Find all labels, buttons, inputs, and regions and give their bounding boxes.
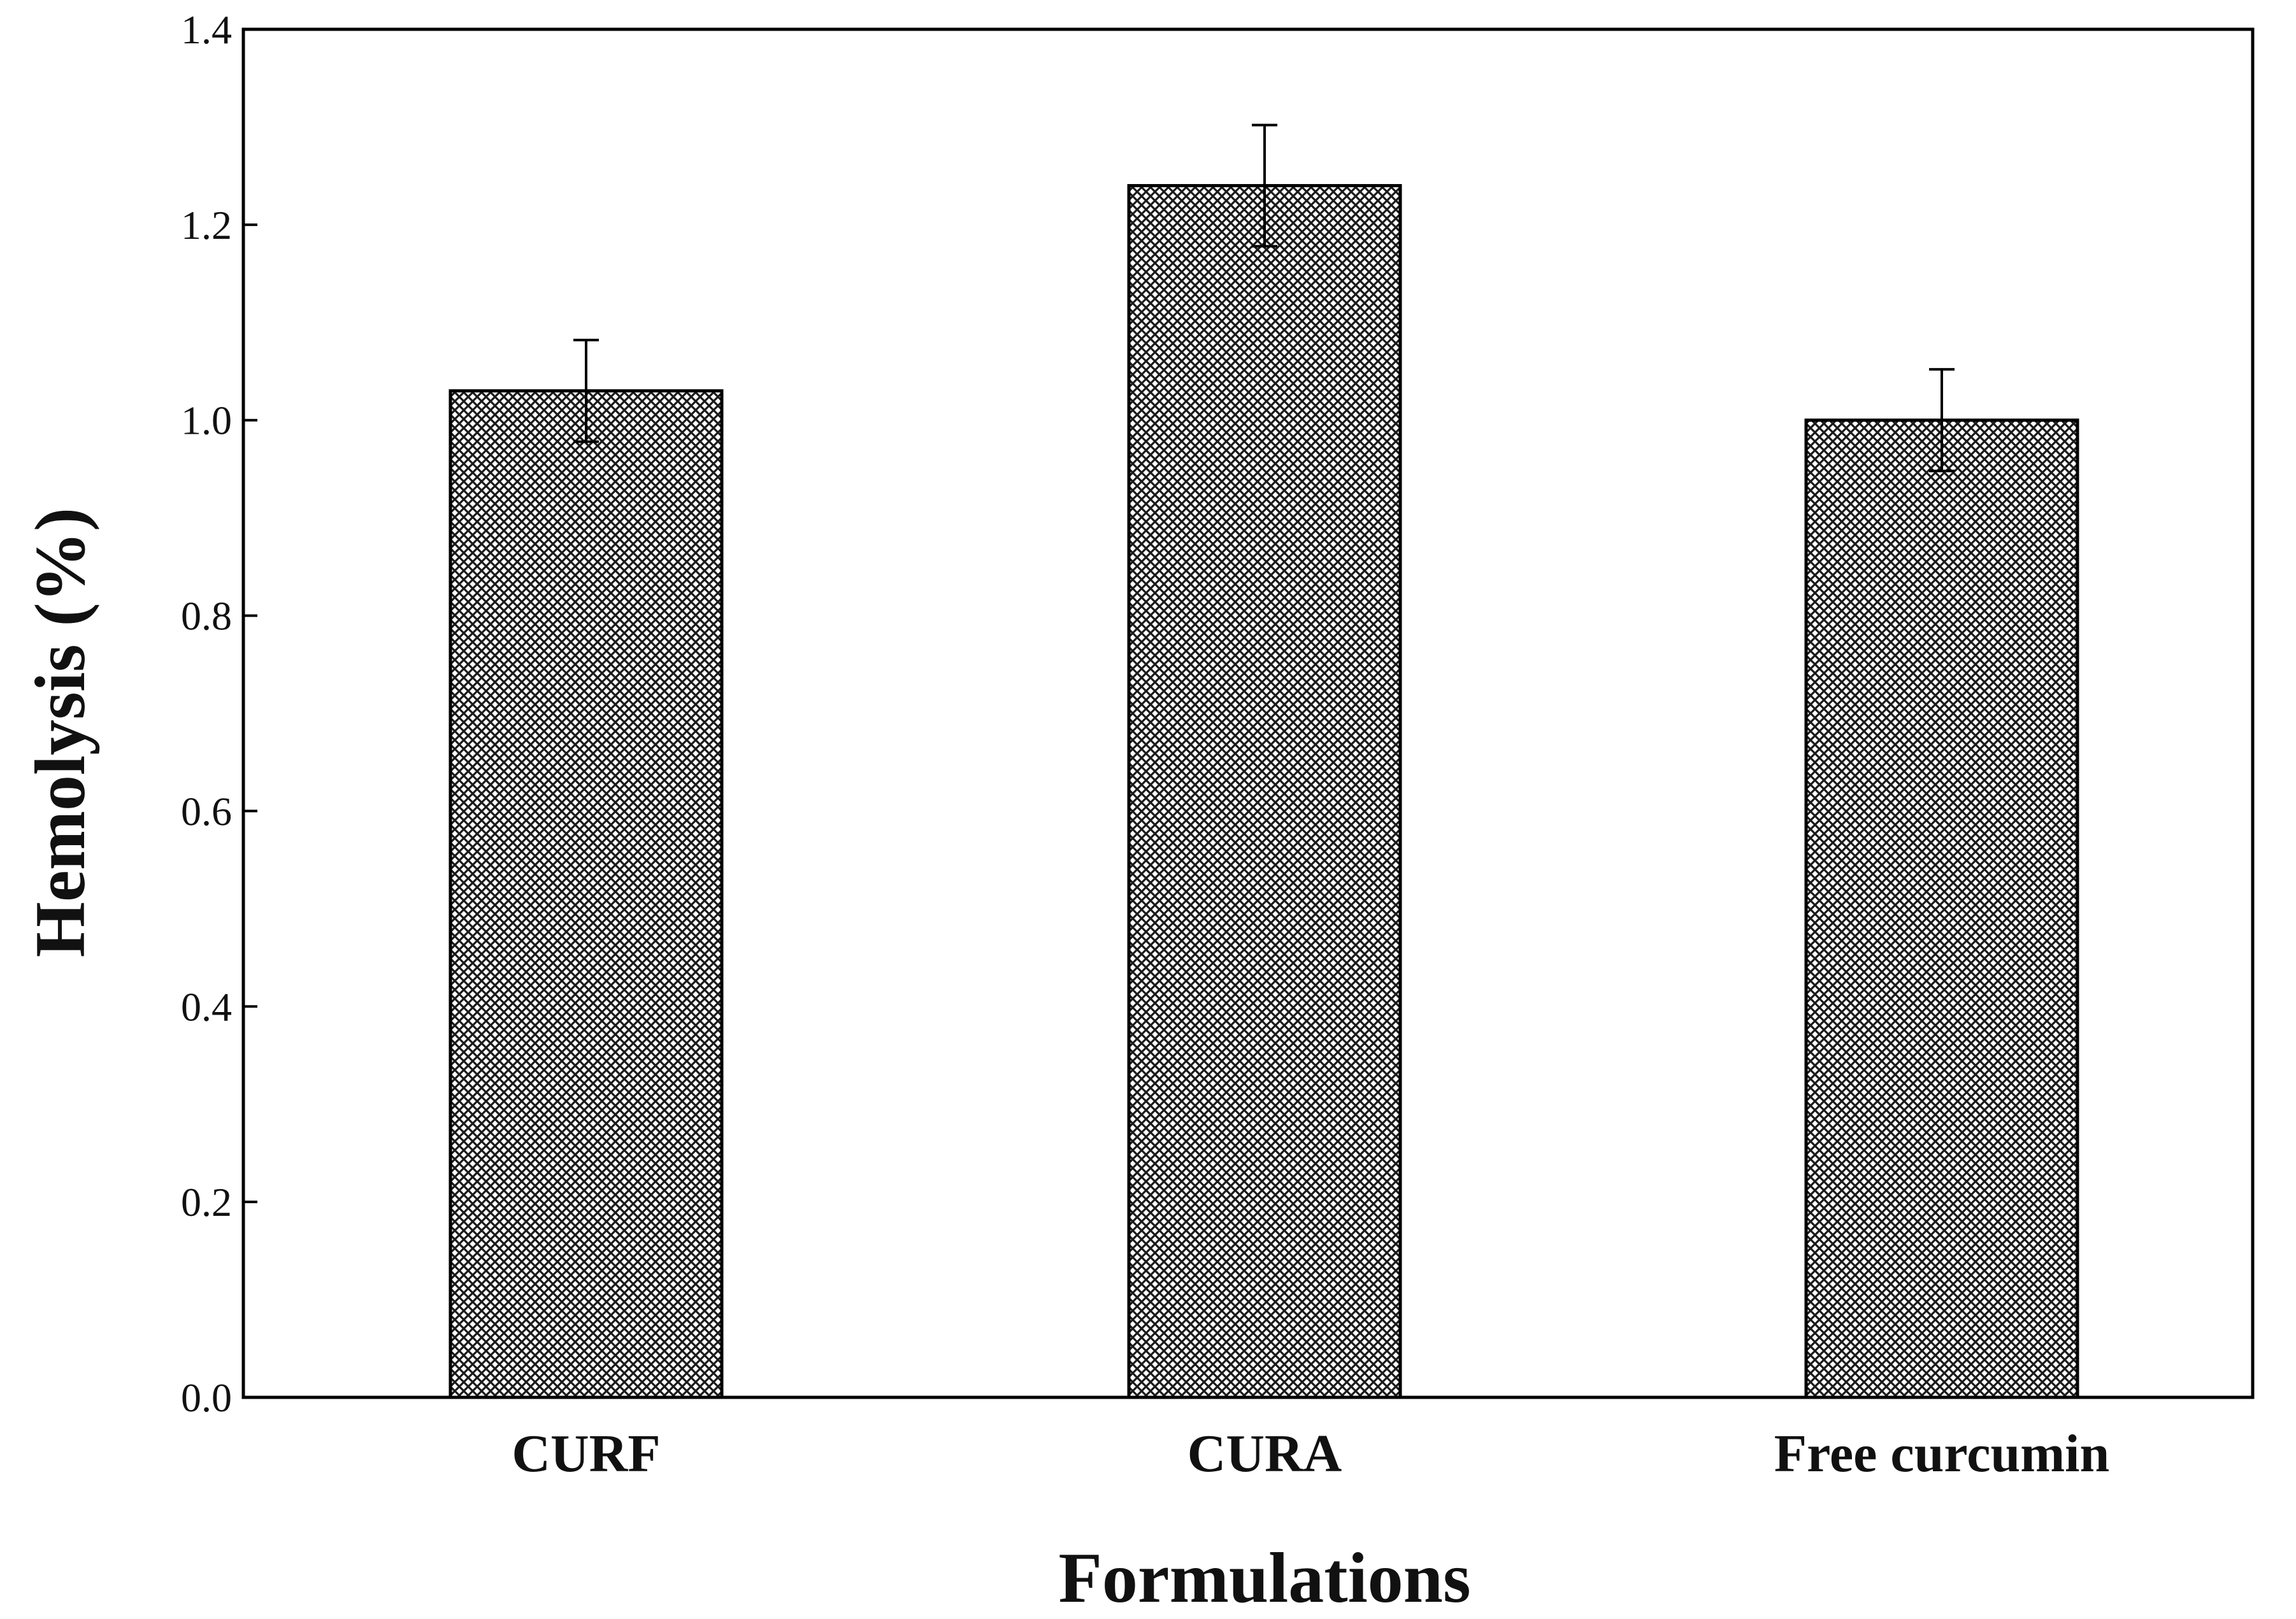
bar-free-curcumin: [1804, 418, 2079, 1399]
y-tick-label: 1.0: [181, 398, 232, 443]
x-axis-title: Formulations: [1058, 1539, 1470, 1618]
y-tick-label: 0.8: [181, 594, 232, 639]
x-category-label: CURA: [1187, 1424, 1342, 1483]
y-tick-label: 1.2: [181, 203, 232, 248]
error-bar: [573, 338, 599, 443]
x-axis-categories: CURF CURA Free curcumin: [512, 1424, 2109, 1483]
y-tick-label: 0.0: [181, 1375, 232, 1420]
x-category-label: CURF: [512, 1424, 660, 1483]
error-bars-layer: [573, 124, 1955, 473]
error-bar: [1252, 124, 1277, 248]
y-tick-label: 0.2: [181, 1180, 232, 1225]
y-tick-label: 1.4: [181, 7, 232, 52]
bars-layer: [448, 183, 2079, 1399]
bar-curf: [448, 389, 724, 1399]
plot-area-frame: [241, 27, 2255, 1399]
y-axis-ticks: 0.0 0.2 0.4 0.6 0.8 1.0 1.2 1.4: [181, 7, 257, 1420]
y-tick-label: 0.4: [181, 984, 232, 1029]
y-axis-title: Hemolysis (%): [21, 508, 100, 957]
bar-cura: [1127, 183, 1402, 1399]
x-category-label: Free curcumin: [1774, 1424, 2109, 1483]
y-tick-label: 0.6: [181, 788, 232, 834]
error-bar: [1929, 367, 1955, 473]
